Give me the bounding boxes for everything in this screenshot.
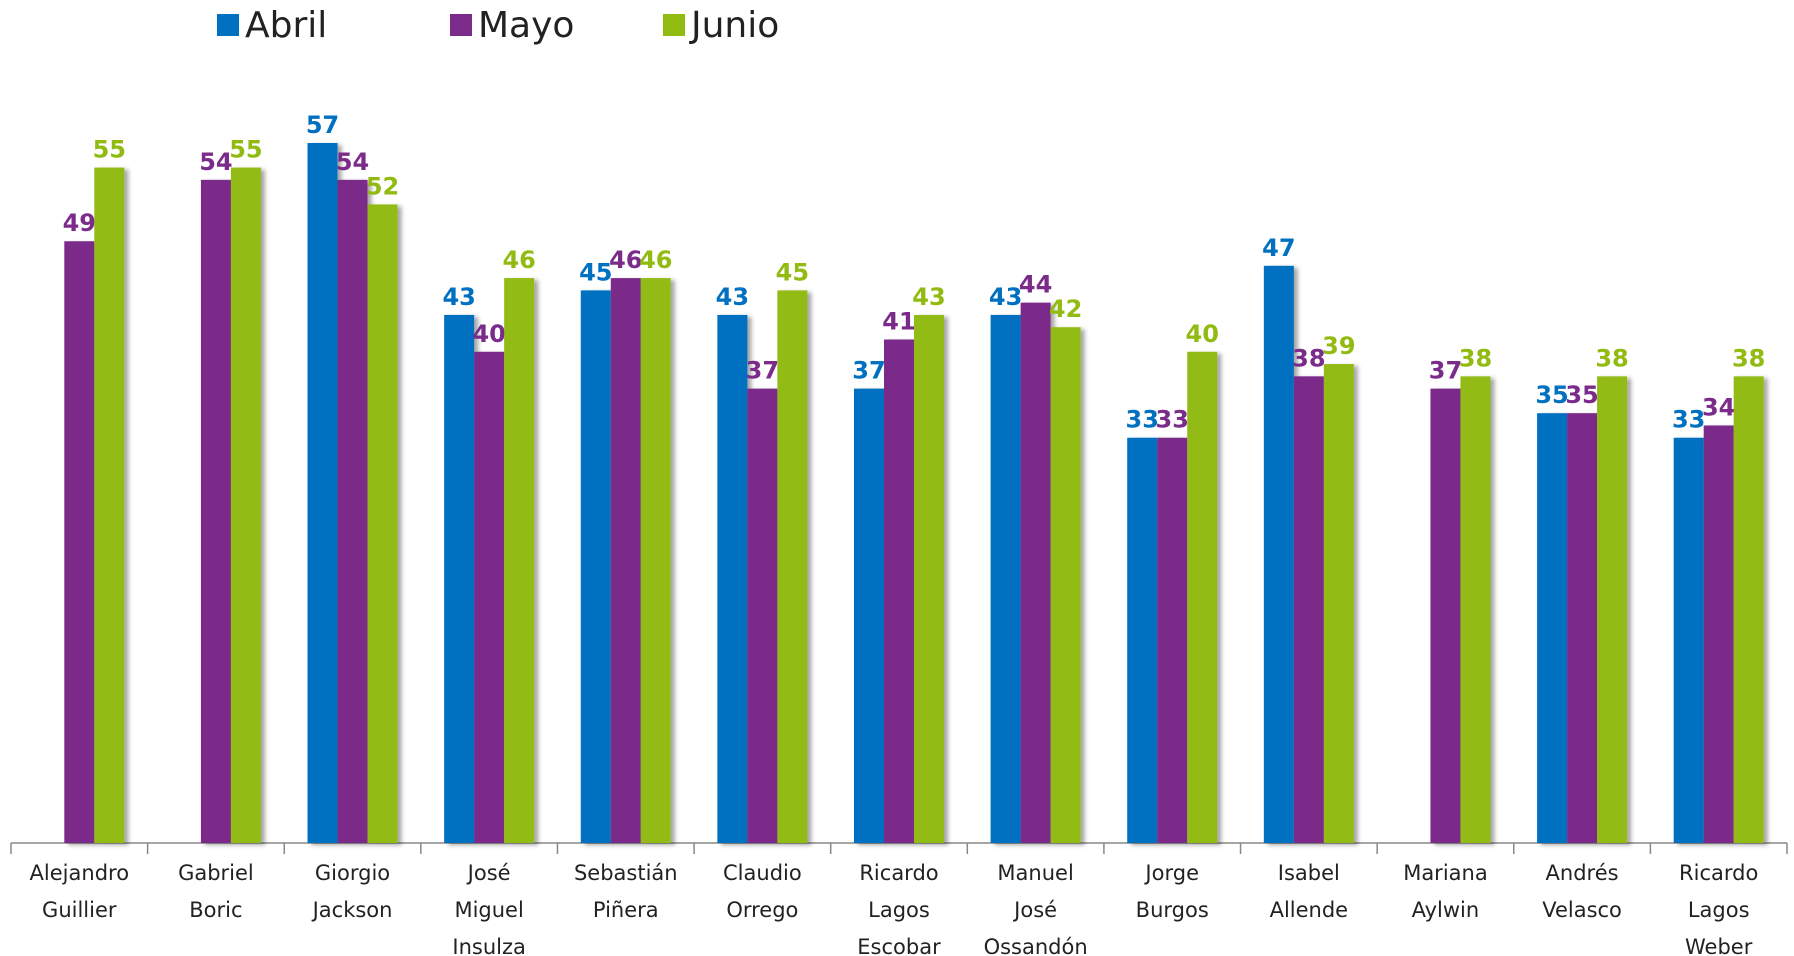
value-label: 55 (229, 136, 262, 164)
bar (1673, 437, 1704, 843)
value-label: 40 (1186, 320, 1219, 348)
value-label: 42 (1049, 295, 1082, 323)
value-label: 49 (63, 209, 96, 237)
x-tick-label: Isabel Allende (1269, 861, 1349, 922)
bar (884, 339, 914, 843)
value-label: 46 (502, 246, 535, 274)
value-label: 41 (882, 307, 915, 335)
bar (230, 167, 261, 843)
x-tick-label: Ricardo Lagos Escobar (857, 861, 941, 956)
value-label: 46 (639, 246, 672, 274)
value-label: 35 (1565, 381, 1598, 409)
value-label: 46 (609, 246, 642, 274)
legend-label: Abril (245, 5, 327, 46)
value-label: 43 (716, 283, 749, 311)
value-label: 43 (989, 283, 1022, 311)
value-label: 43 (442, 283, 475, 311)
value-label: 52 (366, 172, 399, 200)
x-tick-label: Gabriel Boric (178, 861, 254, 922)
bar (504, 278, 535, 843)
bar (747, 388, 778, 843)
value-label: 38 (1459, 344, 1492, 372)
x-tick-label: Claudio Orrego (723, 861, 802, 922)
bar (1293, 376, 1324, 843)
bar (1567, 413, 1598, 843)
value-label: 40 (472, 320, 505, 348)
value-label: 35 (1535, 381, 1568, 409)
bar (307, 143, 338, 843)
bar (1703, 425, 1734, 843)
bar (640, 278, 671, 843)
value-label: 38 (1595, 344, 1628, 372)
bar (64, 241, 95, 844)
value-label: 34 (1702, 393, 1735, 421)
bar (1733, 376, 1764, 843)
bar (1020, 302, 1051, 843)
bar (444, 314, 475, 843)
x-tick-label: Andrés Velasco (1542, 861, 1622, 922)
x-tick-label: Sebastián Piñera (573, 861, 678, 922)
bar (580, 290, 611, 843)
value-label: 45 (776, 258, 809, 286)
bar (200, 179, 231, 843)
bar (1323, 364, 1354, 843)
value-label: 33 (1672, 406, 1705, 434)
value-label: 37 (1429, 357, 1462, 385)
bar (337, 179, 368, 843)
bar (914, 314, 944, 843)
value-label: 33 (1156, 406, 1189, 434)
bar (717, 314, 748, 843)
value-label: 38 (1732, 344, 1765, 372)
x-tick-label: Jorge Burgos (1135, 861, 1209, 922)
value-label: 33 (1126, 406, 1159, 434)
bar (474, 351, 505, 843)
bar (1050, 327, 1081, 843)
value-label: 39 (1322, 332, 1355, 360)
bar (94, 167, 125, 843)
legend-swatch (450, 14, 472, 36)
bar (1537, 413, 1568, 843)
x-tick-label: José Miguel Insulza (452, 861, 526, 956)
value-label: 44 (1019, 271, 1052, 299)
x-tick-label: Alejandro Guillier (29, 861, 130, 922)
x-tick-label: Giorgio Jackson (312, 861, 393, 922)
bar (1127, 437, 1158, 843)
x-tick-label: Mariana Aylwin (1403, 861, 1488, 922)
bar (854, 388, 884, 843)
legend-swatch (217, 14, 239, 36)
bar (1157, 437, 1188, 843)
x-tick-label: Manuel José Ossandón (983, 861, 1088, 956)
bar (367, 204, 398, 843)
bar (1187, 351, 1218, 843)
bar (1263, 265, 1294, 843)
x-tick-label: Ricardo Lagos Weber (1679, 861, 1759, 956)
value-label: 54 (199, 148, 232, 176)
legend-swatch (663, 14, 685, 36)
value-label: 54 (336, 148, 369, 176)
legend-label: Junio (689, 5, 779, 46)
value-label: 47 (1262, 234, 1295, 262)
value-label: 37 (746, 357, 779, 385)
value-label: 45 (579, 258, 612, 286)
bar (610, 278, 641, 843)
value-label: 37 (852, 357, 885, 385)
value-label: 57 (306, 111, 339, 139)
bar (777, 290, 808, 843)
value-label: 55 (93, 136, 126, 164)
bar (990, 314, 1021, 843)
bar (1430, 388, 1461, 843)
value-label: 38 (1292, 344, 1325, 372)
bar (1597, 376, 1628, 843)
value-label: 43 (912, 283, 945, 311)
legend-label: Mayo (478, 5, 574, 46)
bar (1460, 376, 1491, 843)
